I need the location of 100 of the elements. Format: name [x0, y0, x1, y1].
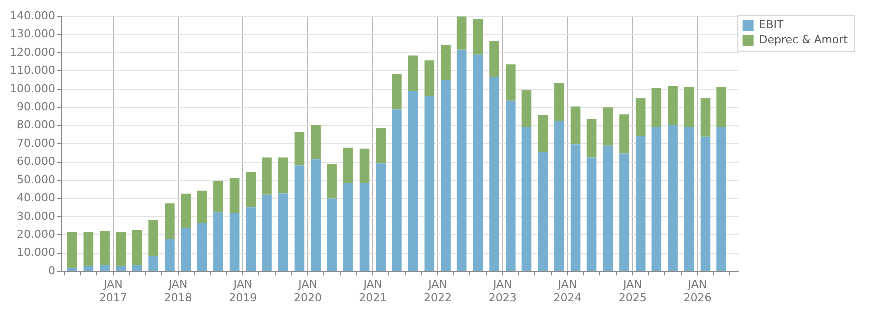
bar	[311, 125, 321, 160]
bar	[360, 183, 370, 272]
bar	[262, 194, 272, 272]
bar	[684, 87, 694, 127]
bar	[586, 158, 597, 272]
bar	[376, 164, 386, 272]
bar	[344, 183, 354, 272]
bar	[327, 198, 337, 272]
bar	[344, 148, 354, 184]
bar	[100, 231, 110, 266]
bar	[246, 172, 256, 208]
y-tick-label: 90.000	[16, 100, 56, 114]
bar	[586, 120, 597, 158]
bar	[165, 204, 175, 239]
bar	[132, 230, 142, 266]
bar	[327, 164, 337, 199]
bar	[716, 126, 726, 272]
bar	[668, 124, 678, 272]
y-tick-label: 60.000	[16, 155, 56, 168]
bar	[684, 126, 694, 272]
bar	[456, 50, 467, 272]
bar	[408, 56, 418, 92]
bar	[522, 126, 532, 272]
bar	[392, 74, 402, 110]
bar	[214, 181, 224, 213]
bar	[392, 110, 402, 272]
y-tick-label: 10.000	[16, 246, 56, 260]
bar	[716, 87, 726, 127]
bar	[230, 178, 240, 214]
bar	[700, 136, 711, 272]
bar	[506, 64, 516, 101]
bar	[652, 126, 662, 272]
bar	[246, 208, 256, 272]
y-tick-label: 120.000	[10, 46, 56, 59]
bar	[132, 265, 142, 272]
y-tick-label: 20.000	[16, 228, 56, 242]
bar	[538, 152, 548, 272]
y-tick-label: 100.000	[10, 82, 56, 96]
bar	[636, 98, 646, 136]
bar	[148, 220, 158, 256]
y-tick-label: 80.000	[16, 118, 56, 132]
y-tick-label: 30.000	[16, 210, 56, 223]
bar	[506, 100, 516, 272]
bar	[376, 128, 386, 164]
bar	[456, 16, 467, 50]
bar	[181, 194, 192, 228]
bar	[181, 228, 192, 272]
x-tick-label: JAN 2022	[424, 278, 452, 304]
y-tick-label: 70.000	[16, 136, 56, 150]
bar	[116, 266, 126, 272]
bar	[67, 268, 78, 272]
bar	[100, 265, 110, 272]
bar	[197, 222, 208, 272]
y-tick-label: 110.000	[10, 64, 56, 78]
x-tick-label: JAN 2025	[618, 278, 647, 304]
bar	[603, 108, 614, 146]
bar	[408, 91, 418, 272]
bar	[230, 213, 240, 272]
bar	[554, 121, 564, 272]
bar	[197, 190, 208, 223]
x-tick-label: JAN 2020	[294, 278, 322, 304]
bar	[441, 80, 451, 272]
bar	[570, 144, 581, 272]
y-tick-label: 140.000	[10, 9, 56, 22]
bar	[473, 20, 484, 55]
bar	[116, 232, 126, 266]
bar	[636, 136, 646, 272]
bar	[148, 256, 158, 272]
x-tick-label: JAN 2024	[554, 278, 582, 304]
bar	[214, 212, 224, 272]
bar	[278, 194, 288, 272]
bar	[668, 86, 678, 125]
x-tick-label: JAN 2026	[684, 278, 712, 304]
bar	[424, 96, 435, 272]
x-tick-label: JAN 2023	[488, 278, 517, 304]
bar	[278, 158, 288, 194]
bar	[570, 106, 581, 145]
x-tick-label: JAN 2018	[164, 278, 192, 304]
y-tick-label: 50.000	[16, 173, 56, 186]
bar	[473, 54, 484, 272]
y-tick-label: 40.000	[16, 192, 56, 205]
legend-label: EBIT	[759, 18, 784, 32]
bar	[294, 132, 305, 166]
bar	[424, 60, 435, 96]
bar	[490, 77, 500, 272]
x-tick-label: JAN 2017	[99, 278, 128, 304]
y-tick-label: 0	[48, 264, 56, 278]
y-tick-label: 130.000	[10, 28, 56, 41]
bar	[490, 41, 500, 78]
bar	[165, 238, 175, 272]
bar	[84, 232, 94, 266]
bar	[620, 154, 630, 272]
bar	[522, 90, 532, 127]
bar	[603, 146, 614, 272]
bar	[67, 232, 78, 268]
bar	[700, 98, 711, 137]
x-tick-label: JAN 2019	[229, 278, 258, 304]
bar	[441, 45, 451, 80]
bar	[652, 88, 662, 127]
bar	[554, 83, 564, 122]
